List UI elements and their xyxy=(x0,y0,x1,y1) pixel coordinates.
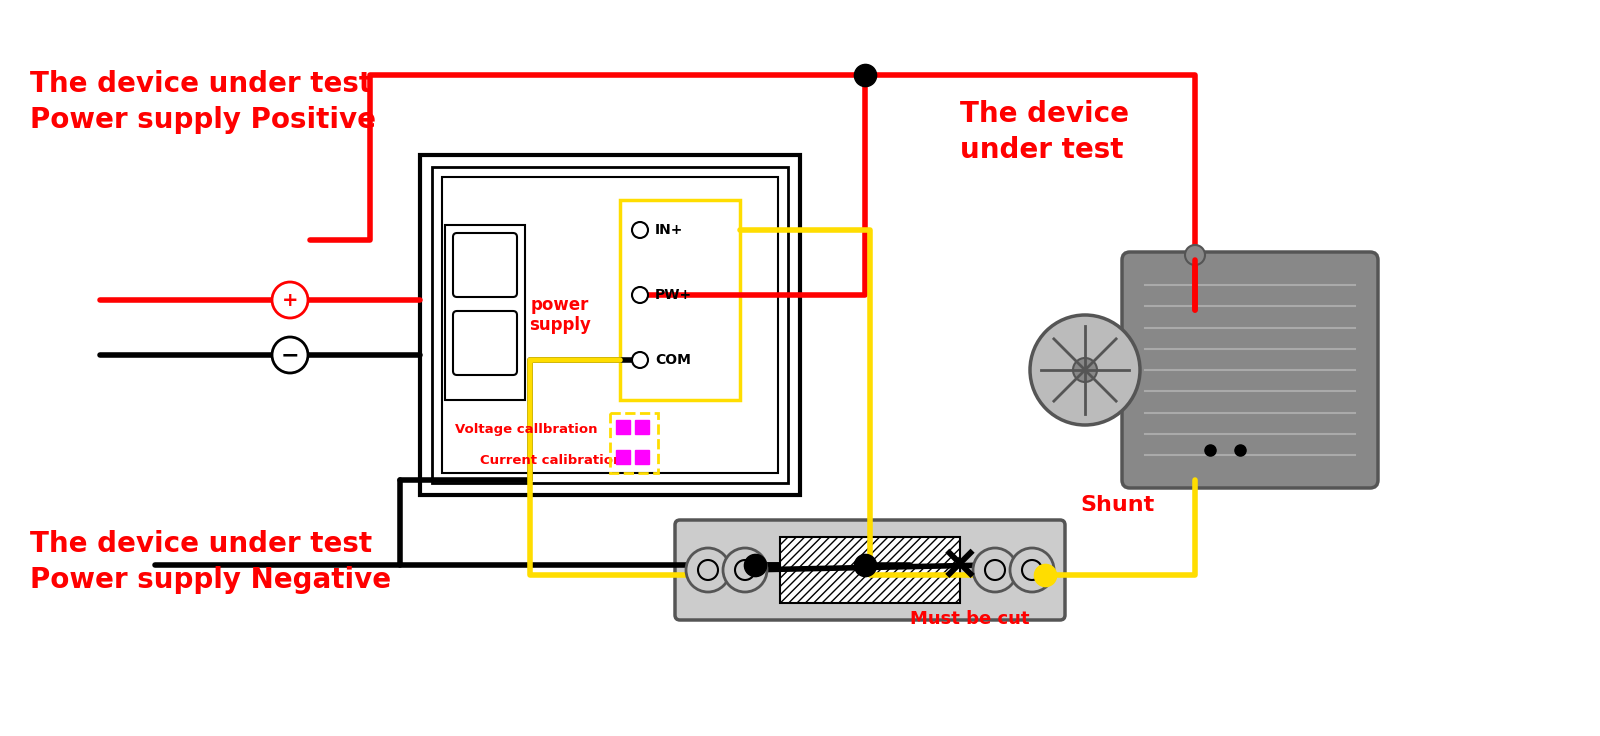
Text: The device under test
Power supply Positive: The device under test Power supply Posit… xyxy=(30,70,376,134)
Text: The device
under test: The device under test xyxy=(960,100,1130,163)
Circle shape xyxy=(1010,548,1054,592)
Bar xyxy=(616,450,630,464)
FancyBboxPatch shape xyxy=(1122,252,1378,488)
Circle shape xyxy=(1022,560,1042,580)
Circle shape xyxy=(632,287,648,303)
Text: power
supply: power supply xyxy=(530,296,590,334)
Circle shape xyxy=(632,352,648,368)
Text: The device under test
Power supply Negative: The device under test Power supply Negat… xyxy=(30,530,390,594)
Bar xyxy=(635,420,650,434)
Text: Shunt: Shunt xyxy=(1080,495,1154,515)
Circle shape xyxy=(986,560,1005,580)
Text: COM: COM xyxy=(654,353,691,367)
Text: Voltage callbration: Voltage callbration xyxy=(454,423,597,436)
Bar xyxy=(445,225,525,400)
Text: IN+: IN+ xyxy=(654,223,683,237)
Text: Current calibration: Current calibration xyxy=(480,453,622,467)
Bar xyxy=(432,167,787,483)
Circle shape xyxy=(1074,358,1098,382)
FancyBboxPatch shape xyxy=(675,520,1066,620)
Text: PW+: PW+ xyxy=(654,288,693,302)
Bar xyxy=(616,420,630,434)
Circle shape xyxy=(1186,245,1205,265)
Bar xyxy=(621,200,739,400)
Circle shape xyxy=(698,560,718,580)
Circle shape xyxy=(272,282,307,318)
Circle shape xyxy=(723,548,766,592)
Circle shape xyxy=(1030,315,1139,425)
Bar xyxy=(442,177,778,473)
FancyBboxPatch shape xyxy=(453,233,517,297)
Text: +: + xyxy=(282,291,298,310)
FancyBboxPatch shape xyxy=(453,311,517,375)
Bar xyxy=(781,537,960,603)
Circle shape xyxy=(734,560,755,580)
Text: ×: × xyxy=(939,541,981,589)
Circle shape xyxy=(632,222,648,238)
Bar xyxy=(610,413,658,473)
Circle shape xyxy=(686,548,730,592)
Bar xyxy=(419,155,800,495)
Text: −: − xyxy=(280,345,299,365)
Text: Must be cut: Must be cut xyxy=(910,610,1030,628)
Circle shape xyxy=(272,337,307,373)
Circle shape xyxy=(973,548,1018,592)
Bar xyxy=(635,450,650,464)
